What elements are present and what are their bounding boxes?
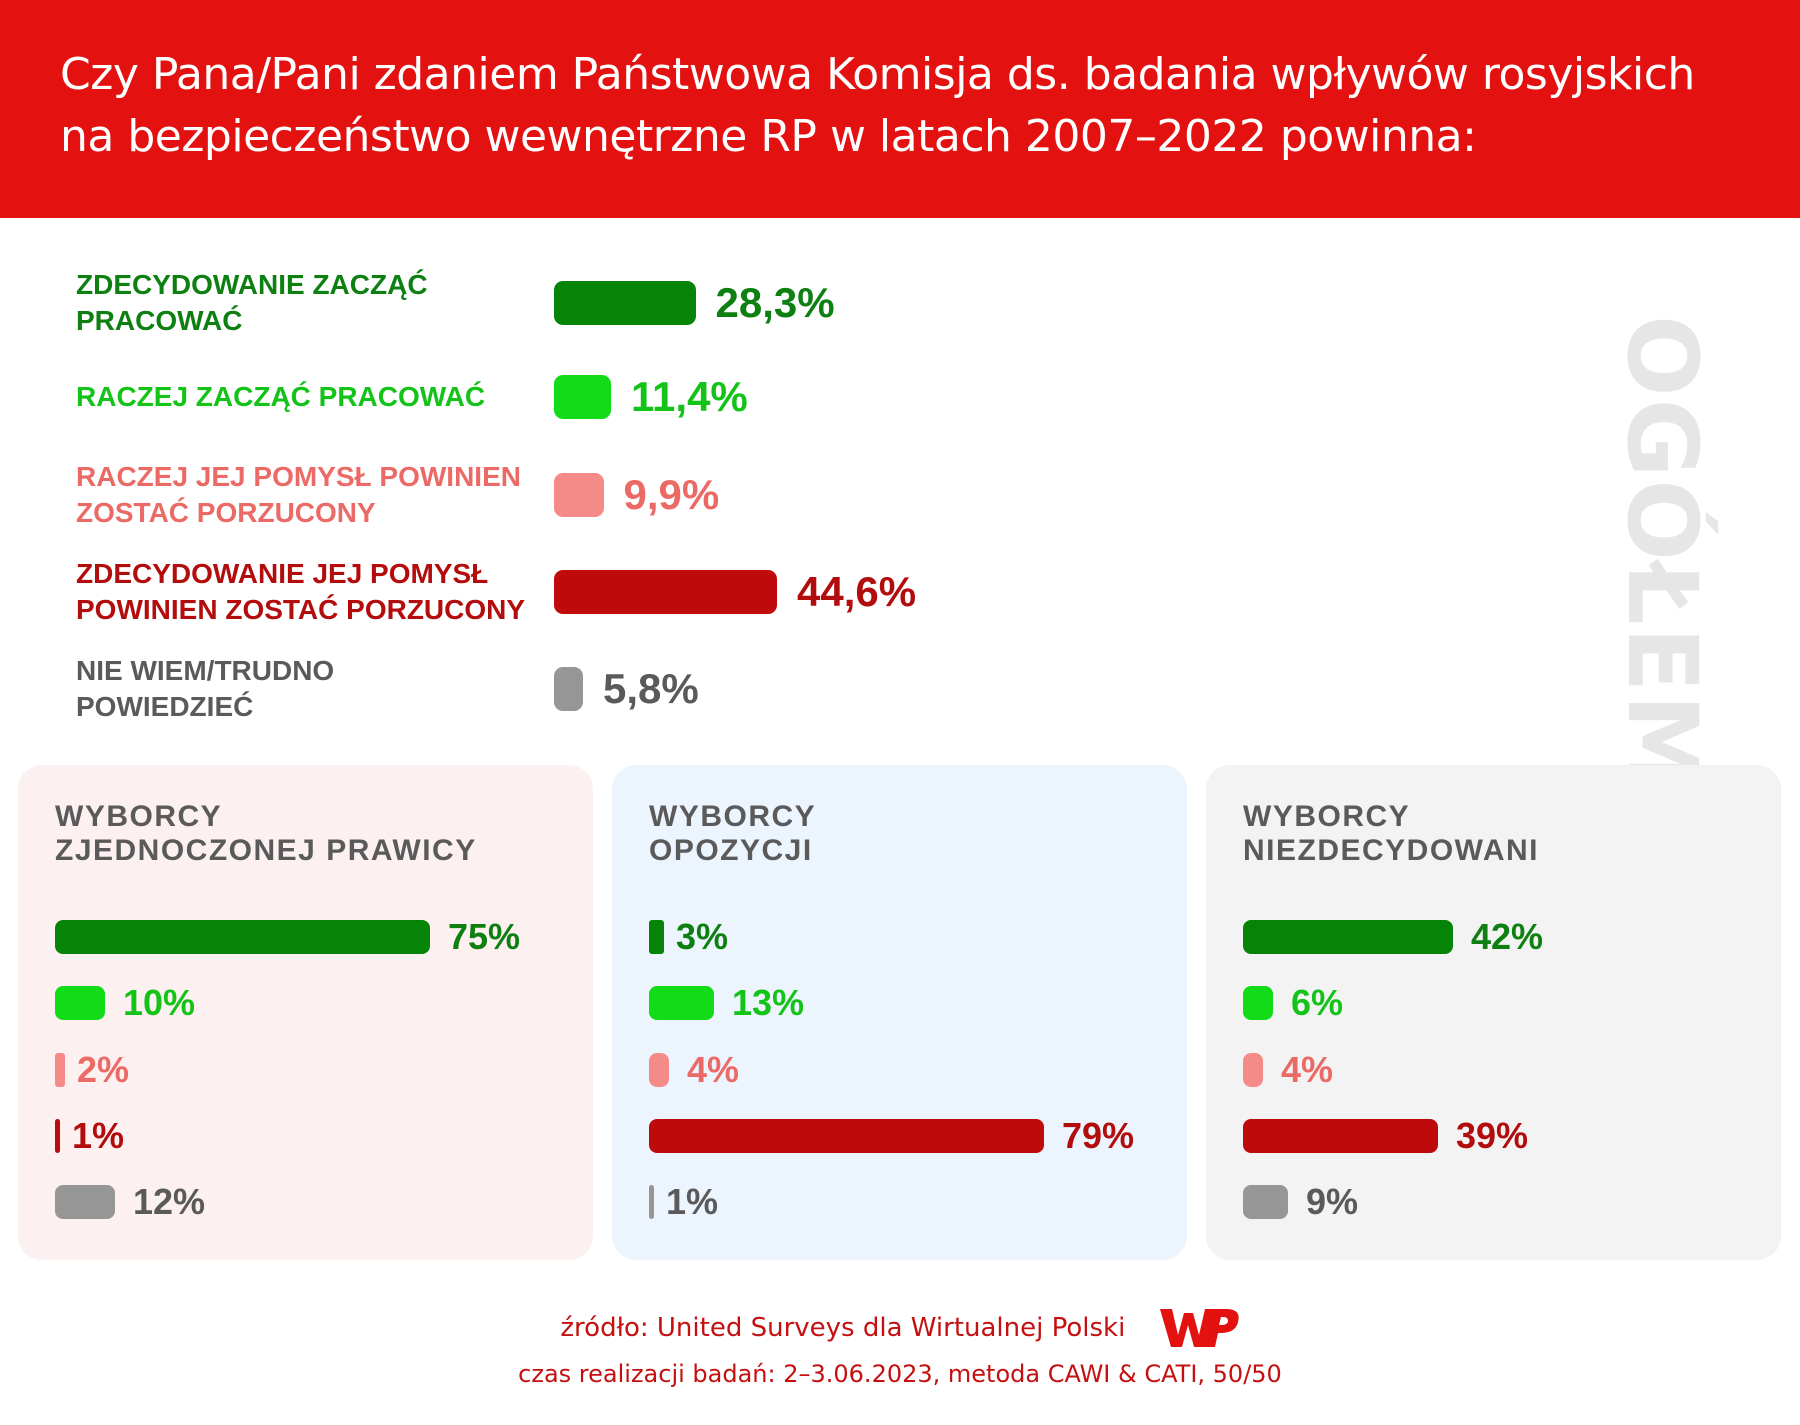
panel-bar-rather-start [649, 986, 714, 1020]
panel-bar-strongly-start [649, 920, 664, 954]
panel-value-strongly-start: 3% [676, 916, 729, 957]
panel-bar-strongly-abandon [1243, 1119, 1438, 1153]
panel-value-strongly-start: 42% [1471, 916, 1544, 957]
main-label-dont-know-line: POWIEDZIEĆ [76, 691, 254, 722]
panel-bar-strongly-abandon [649, 1119, 1044, 1153]
panel-bar-rather-abandon [55, 1053, 65, 1087]
source-line: źródło: United Surveys dla Wirtualnej Po… [0, 1305, 1800, 1351]
panel-value-rather-start: 13% [732, 982, 805, 1023]
panel-bar-strongly-start [55, 920, 430, 954]
main-bar-rather-start [554, 375, 611, 419]
panel-value-strongly-abandon: 39% [1456, 1115, 1529, 1156]
header-banner: Czy Pana/Pani zdaniem Państwowa Komisja … [0, 0, 1800, 218]
main-label-rather-start: RACZEJ ZACZĄĆ PRACOWAĆ [76, 379, 546, 415]
main-label-strongly-start-line: ZDECYDOWANIE ZACZĄĆ [76, 269, 428, 300]
panel-value-dont-know: 1% [666, 1181, 719, 1222]
panel-bar-dont-know [55, 1185, 115, 1219]
main-value-strongly-abandon: 44,6% [797, 568, 917, 615]
main-label-strongly-start: ZDECYDOWANIE ZACZĄĆ PRACOWAĆ [76, 267, 546, 339]
panel-undecided-voters: WYBORCY NIEZDECYDOWANI 42% 6% 4% 39% 9% [1206, 765, 1781, 1260]
panel-value-rather-start: 10% [123, 982, 196, 1023]
panel-bar-rather-abandon [1243, 1053, 1263, 1087]
chart-question-title: Czy Pana/Pani zdaniem Państwowa Komisja … [60, 44, 1760, 168]
panel-title-opposition-voters: WYBORCY OPOZYCJI [649, 800, 1169, 868]
panel-value-rather-abandon: 2% [77, 1049, 130, 1090]
main-value-rather-abandon: 9,9% [623, 471, 720, 518]
panel-title-line-1: WYBORCY [649, 800, 817, 833]
panel-title-undecided-voters: WYBORCY NIEZDECYDOWANI [1243, 800, 1763, 868]
panel-bar-rather-start [55, 986, 105, 1020]
main-bar-rather-abandon [554, 473, 604, 517]
panel-title-line-1: WYBORCY [1243, 800, 1411, 833]
panel-title-line-1: WYBORCY [55, 800, 223, 833]
main-value-strongly-start: 28,3% [715, 279, 835, 326]
main-bar-strongly-start [554, 281, 696, 325]
panel-value-strongly-start: 75% [448, 916, 521, 957]
main-label-rather-abandon: RACZEJ JEJ POMYSŁ POWINIEN ZOSTAĆ PORZUCO… [76, 459, 546, 531]
wp-logo-icon [1159, 1309, 1239, 1347]
panel-value-dont-know: 12% [133, 1181, 206, 1222]
source-text: źródło: United Surveys dla Wirtualnej Po… [560, 1313, 1126, 1343]
main-label-rather-abandon-line: RACZEJ JEJ POMYSŁ POWINIEN [76, 461, 521, 492]
main-label-strongly-abandon: ZDECYDOWANIE JEJ POMYSŁ POWINIEN ZOSTAĆ P… [76, 556, 546, 628]
panel-title-line-2: ZJEDNOCZONEJ PRAWICY [55, 834, 477, 867]
main-label-strongly-abandon-line: POWINIEN ZOSTAĆ PORZUCONY [76, 594, 526, 625]
panel-bar-dont-know [1243, 1185, 1288, 1219]
panel-value-strongly-abandon: 1% [72, 1115, 125, 1156]
panel-value-dont-know: 9% [1306, 1181, 1359, 1222]
main-label-strongly-start-line: PRACOWAĆ [76, 305, 243, 336]
main-label-strongly-abandon-line: ZDECYDOWANIE JEJ POMYSŁ [76, 558, 489, 589]
main-bar-strongly-abandon [554, 570, 777, 614]
panel-opposition-voters: WYBORCY OPOZYCJI 3% 13% 4% 79% 1% [612, 765, 1187, 1260]
panel-title-line-2: NIEZDECYDOWANI [1243, 834, 1540, 867]
main-label-dont-know: NIE WIEM/TRUDNO POWIEDZIEĆ [76, 653, 546, 725]
panel-bar-strongly-start [1243, 920, 1453, 954]
panel-title-line-2: OPOZYCJI [649, 834, 813, 867]
main-label-rather-start-line: RACZEJ ZACZĄĆ PRACOWAĆ [76, 381, 486, 412]
panel-value-rather-abandon: 4% [1281, 1049, 1334, 1090]
panel-bar-strongly-abandon [55, 1119, 60, 1153]
main-value-rather-start: 11,4% [631, 373, 748, 420]
panel-bar-dont-know [649, 1185, 654, 1219]
panel-value-rather-abandon: 4% [687, 1049, 740, 1090]
panel-bar-rather-abandon [649, 1053, 669, 1087]
panel-right-voters: WYBORCY ZJEDNOCZONEJ PRAWICY 75% 10% 2% 1% 12% [18, 765, 593, 1260]
panel-title-right-voters: WYBORCY ZJEDNOCZONEJ PRAWICY [55, 800, 575, 868]
title-line-2: na bezpieczeństwo wewnętrzne RP w latach… [60, 111, 1477, 162]
main-value-dont-know: 5,8% [603, 665, 699, 712]
main-label-dont-know-line: NIE WIEM/TRUDNO [76, 655, 335, 686]
survey-meta: czas realizacji badań: 2–3.06.2023, meto… [518, 1360, 1282, 1388]
main-label-rather-abandon-line: ZOSTAĆ PORZUCONY [76, 497, 376, 528]
panel-value-rather-start: 6% [1291, 982, 1344, 1023]
main-bar-dont-know [554, 667, 583, 711]
title-line-1: Czy Pana/Pani zdaniem Państwowa Komisja … [60, 49, 1695, 100]
panel-bar-rather-start [1243, 986, 1273, 1020]
panel-value-strongly-abandon: 79% [1062, 1115, 1135, 1156]
overall-watermark: OGÓŁEM [1606, 315, 1718, 792]
